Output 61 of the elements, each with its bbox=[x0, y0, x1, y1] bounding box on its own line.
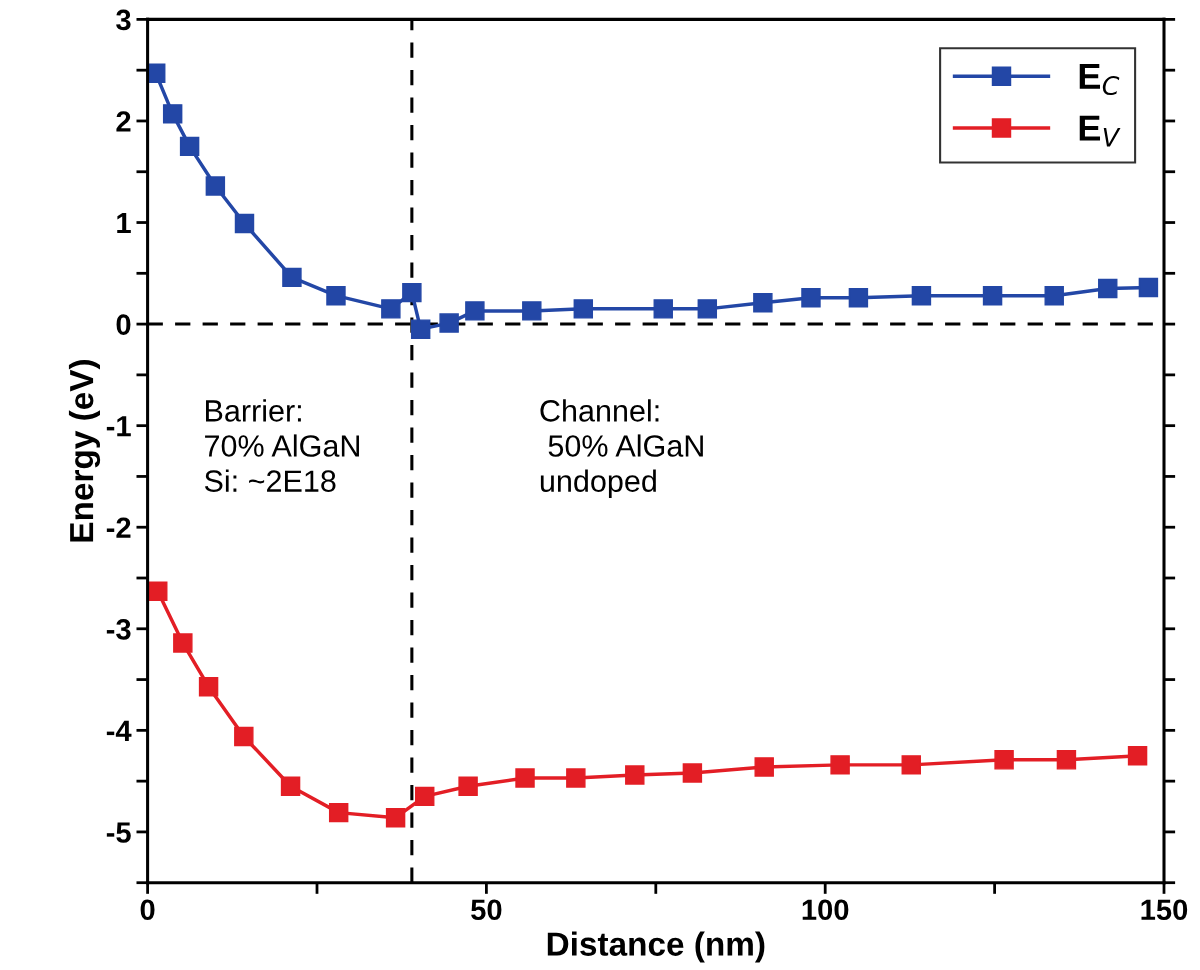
point bbox=[911, 285, 932, 306]
point bbox=[234, 213, 255, 234]
point bbox=[653, 299, 673, 319]
annotation: Barrier: 70% AlGaN Si: ~2E18 bbox=[204, 399, 359, 492]
point bbox=[848, 287, 869, 308]
point bbox=[328, 802, 349, 823]
y-axis-title: Energy (eV) bbox=[68, 360, 101, 542]
point bbox=[830, 755, 850, 775]
y-tick-label: 0 bbox=[116, 314, 131, 335]
annotation: Channel: 50% AlGaN undoped bbox=[540, 399, 703, 498]
point bbox=[697, 299, 718, 319]
point bbox=[205, 176, 226, 196]
point bbox=[402, 282, 422, 303]
point bbox=[1044, 285, 1064, 306]
point bbox=[682, 763, 703, 783]
y-tick-label: -5 bbox=[106, 822, 131, 843]
point bbox=[465, 301, 485, 321]
point bbox=[754, 757, 774, 777]
point bbox=[282, 267, 302, 288]
point bbox=[410, 319, 431, 339]
y-tick-label: -4 bbox=[106, 720, 132, 741]
y-tick-label: -1 bbox=[106, 416, 131, 437]
point bbox=[522, 301, 542, 321]
point bbox=[148, 581, 168, 601]
point bbox=[753, 293, 773, 313]
point bbox=[385, 807, 406, 828]
point bbox=[625, 765, 645, 785]
x-axis-title: Distance (nm) bbox=[547, 931, 765, 963]
point bbox=[381, 299, 401, 319]
legend-label: E$_{C}$ bbox=[1079, 63, 1120, 96]
point bbox=[994, 750, 1014, 770]
point bbox=[801, 287, 821, 308]
point bbox=[326, 285, 346, 306]
point bbox=[566, 768, 586, 788]
point bbox=[179, 136, 200, 157]
point bbox=[162, 104, 183, 124]
y-tick-label: -3 bbox=[106, 618, 131, 640]
point bbox=[1138, 277, 1159, 298]
x-tick-label: 0 bbox=[140, 899, 155, 921]
point bbox=[439, 313, 459, 333]
point bbox=[515, 768, 535, 788]
point bbox=[1098, 278, 1118, 299]
y-tick-label: 2 bbox=[116, 111, 131, 132]
point bbox=[982, 285, 1003, 306]
point bbox=[198, 676, 219, 697]
y-tick-label: 1 bbox=[117, 213, 131, 234]
x-tick-label: 50 bbox=[471, 899, 502, 921]
x-tick-label: 150 bbox=[1141, 899, 1188, 921]
y-tick-label: -2 bbox=[106, 517, 131, 538]
x-tick-label: 100 bbox=[802, 899, 849, 921]
point bbox=[573, 299, 594, 319]
point bbox=[901, 755, 921, 775]
point bbox=[415, 786, 435, 807]
point bbox=[458, 776, 478, 796]
point bbox=[1056, 750, 1077, 770]
point bbox=[280, 776, 301, 796]
point bbox=[173, 633, 193, 653]
point bbox=[234, 726, 254, 747]
point bbox=[1127, 746, 1148, 766]
y-tick-label: 3 bbox=[116, 9, 131, 31]
legend-label: E$_{V}$ bbox=[1079, 115, 1121, 147]
